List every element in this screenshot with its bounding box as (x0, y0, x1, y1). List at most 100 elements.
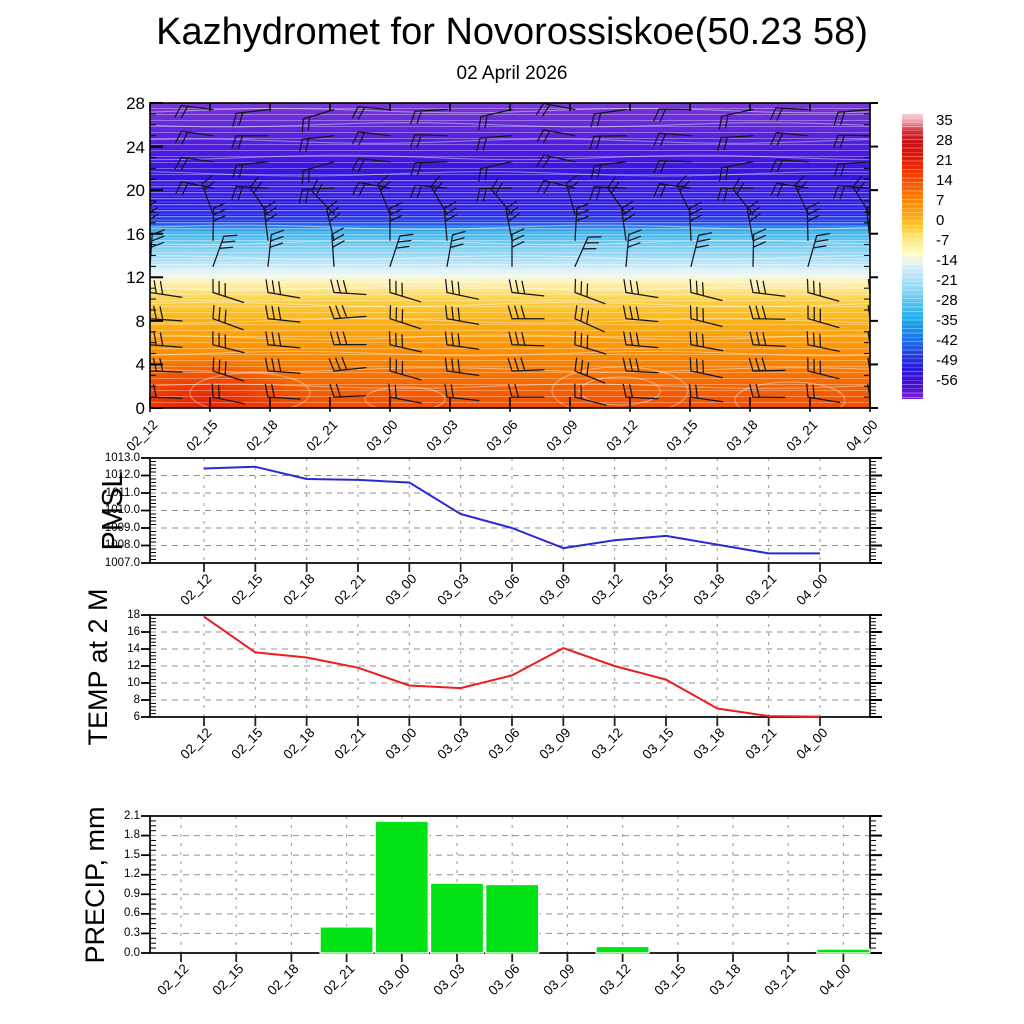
wind-barb (769, 107, 809, 121)
wind-barb (265, 279, 301, 299)
colorbar-tick-label: 28 (936, 132, 953, 149)
wind-barb (388, 331, 422, 353)
precip-ytick-label: 1.8 (124, 829, 140, 842)
temp-ytick-label: 16 (127, 625, 140, 638)
wind-barb (653, 132, 692, 147)
wind-barb (330, 279, 367, 296)
wind-barb (622, 383, 659, 400)
temp-ytick-label: 10 (127, 676, 140, 689)
wind-barb (264, 357, 301, 374)
wind-barb (717, 187, 754, 202)
precip-bar (816, 948, 871, 954)
wind-barb (589, 186, 627, 201)
wind-barb (201, 175, 215, 215)
contour-line (150, 367, 870, 373)
wind-barb (150, 331, 183, 348)
cross-section-ytick-label: 12 (126, 268, 145, 288)
wind-barb (867, 331, 870, 346)
wind-barbs-layer (150, 103, 870, 408)
contour-loop (734, 381, 846, 408)
colorbar-tick-label: -28 (936, 292, 958, 309)
wind-barb (444, 357, 480, 377)
precip-ytick-label: 1.2 (124, 868, 140, 881)
wind-barb (746, 200, 761, 241)
precip-ytick-label: 2.1 (124, 809, 140, 822)
wind-barb (748, 357, 786, 372)
wind-barb (231, 135, 269, 149)
wind-barb (267, 229, 285, 268)
wind-barb (298, 135, 335, 153)
temp-ytick-label: 12 (127, 659, 140, 672)
wind-barb (352, 131, 391, 146)
wind-barb (150, 305, 183, 322)
wind-barb (508, 331, 545, 347)
cross-section-panel (150, 103, 870, 408)
wind-barb (688, 201, 703, 241)
wind-barb (748, 305, 786, 320)
colorbar-tick-label: 21 (936, 152, 953, 169)
wind-barb (389, 278, 422, 303)
wind-barb (446, 230, 466, 268)
wind-barb (653, 183, 692, 198)
wind-barb (443, 201, 458, 241)
wind-barb (689, 331, 724, 352)
wind-barb (265, 305, 301, 323)
wind-barb (174, 130, 214, 145)
wind-barb (794, 175, 809, 215)
precip-ytick-label: 1.5 (124, 848, 140, 861)
wind-barb (833, 185, 870, 200)
wind-barb (211, 383, 245, 405)
wind-barb (717, 135, 754, 151)
wind-barb (867, 357, 870, 372)
contour-loop (579, 376, 661, 406)
temp-ytick-label: 6 (133, 710, 140, 723)
contour-loop (189, 372, 311, 408)
pmsl-line (203, 465, 820, 555)
wind-barb (212, 305, 244, 331)
wind-barb (770, 131, 809, 146)
contour-line (150, 171, 870, 177)
wind-barb (409, 133, 448, 148)
precip-bar (319, 926, 374, 954)
wind-barb (625, 229, 642, 268)
wind-barb (351, 157, 391, 172)
wind-barb (174, 156, 214, 171)
colorbar-tick-label: 35 (936, 112, 953, 129)
wind-barb (865, 205, 870, 241)
cross-section-ytick-label: 0 (135, 399, 145, 418)
temp-line (203, 615, 821, 718)
wind-barb (351, 106, 391, 120)
wind-barb (505, 200, 520, 241)
wind-barb (749, 383, 786, 399)
precip-bar (595, 945, 650, 954)
wind-barb (620, 200, 635, 241)
wind-barb (263, 200, 278, 241)
temp-ytick-label: 8 (133, 693, 140, 706)
wind-barb (389, 357, 422, 381)
wind-barb (175, 181, 214, 196)
contour-line (150, 122, 870, 128)
wind-barb (718, 161, 754, 182)
contour-line (150, 138, 870, 144)
cross-section-ytick-label: 16 (126, 224, 145, 244)
colorbar-tick-label: -35 (936, 312, 958, 329)
precip-ytick-label: 0.9 (124, 887, 140, 900)
wind-barb (389, 305, 422, 330)
wind-barb (444, 383, 480, 402)
wind-barb (329, 383, 367, 398)
wind-barb (676, 175, 692, 215)
wind-barb (807, 232, 831, 268)
wind-barb (174, 104, 214, 119)
wind-barb (806, 278, 840, 302)
colorbar-tick-label: 0 (936, 212, 945, 229)
wind-barb (231, 185, 269, 200)
wind-barb (212, 357, 245, 382)
wind-barb (389, 202, 403, 241)
wind-barb (653, 108, 692, 122)
figure-title: Kazhydromet for Novorossiskoe(50.23 58) (156, 11, 868, 53)
wind-barb (331, 227, 345, 268)
wind-barb (508, 279, 545, 297)
wind-barb (476, 187, 513, 202)
cross-section-ytick-label: 8 (135, 311, 145, 331)
wind-barb (718, 108, 754, 130)
